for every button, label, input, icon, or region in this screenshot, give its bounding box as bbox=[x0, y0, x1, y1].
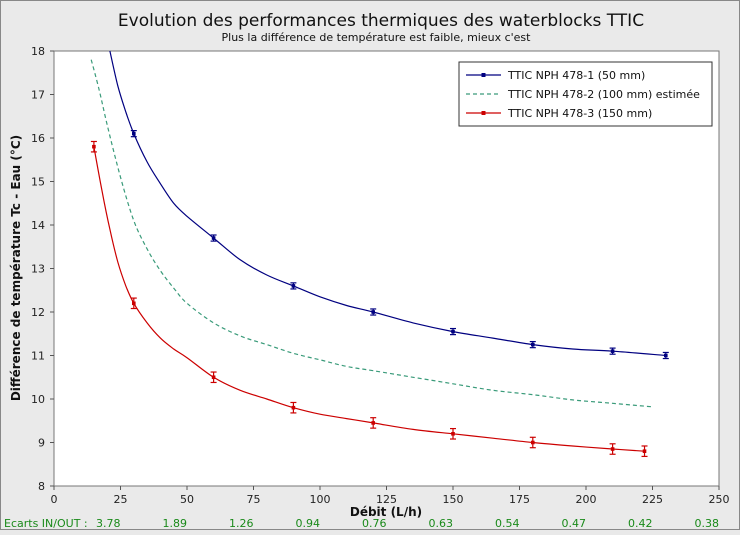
data-point bbox=[211, 375, 216, 380]
legend-marker bbox=[481, 73, 486, 77]
data-point bbox=[610, 447, 615, 451]
data-point bbox=[610, 349, 615, 353]
legend-marker bbox=[481, 111, 486, 115]
y-tick-label: 14 bbox=[31, 219, 45, 232]
x-tick-label: 125 bbox=[376, 493, 397, 506]
legend-label: TTIC NPH 478-1 (50 mm) bbox=[507, 69, 645, 82]
footer-value: 1.89 bbox=[163, 517, 188, 530]
data-point bbox=[642, 449, 647, 453]
footer-value: 0.76 bbox=[362, 517, 387, 530]
data-point bbox=[132, 131, 136, 136]
x-tick-label: 75 bbox=[247, 493, 261, 506]
footer-value: 3.78 bbox=[96, 517, 121, 530]
legend-box bbox=[458, 61, 713, 127]
y-tick-label: 18 bbox=[31, 45, 45, 58]
legend: TTIC NPH 478-1 (50 mm) TTIC NPH 478-2 (10… bbox=[458, 61, 713, 127]
data-point bbox=[531, 440, 535, 445]
data-point bbox=[371, 421, 375, 425]
data-point bbox=[371, 310, 375, 314]
footer-value: 0.94 bbox=[296, 517, 321, 530]
legend-label: TTIC NPH 478-3 (150 mm) bbox=[507, 107, 652, 120]
footer-ecarts: Ecarts IN/OUT : 3.78 1.89 1.26 0.94 0.76 0.63… bbox=[4, 517, 719, 530]
x-tick-label: 200 bbox=[576, 493, 597, 506]
y-tick-label: 13 bbox=[31, 263, 45, 276]
data-point bbox=[451, 329, 455, 334]
curves-layer bbox=[90, 50, 666, 452]
series-line-3 bbox=[93, 146, 645, 452]
data-point bbox=[132, 301, 136, 306]
x-tick-label: 25 bbox=[114, 493, 128, 506]
legend-label: TTIC NPH 478-2 (100 mm) estimée bbox=[507, 88, 700, 101]
footer-value: 0.38 bbox=[695, 517, 720, 530]
x-axis-label: Débit (L/h) bbox=[350, 505, 422, 519]
y-tick-label: 9 bbox=[38, 437, 45, 450]
series-line-1 bbox=[109, 50, 666, 357]
data-point bbox=[664, 353, 668, 358]
chart-title: Evolution des performances thermiques de… bbox=[118, 11, 644, 31]
footer-value: 1.26 bbox=[229, 517, 254, 530]
y-tick-label: 11 bbox=[31, 350, 45, 363]
chart-subtitle: Plus la différence de température est fa… bbox=[222, 31, 532, 44]
y-tick-label: 8 bbox=[38, 480, 45, 493]
axes-layer: 0 25 50 75 100 125 150 175 200 225 250 8 9 10 11 12 13 14… bbox=[31, 45, 730, 506]
y-axis-label: Différence de température Tc - Eau (°C) bbox=[9, 135, 23, 401]
y-tick-label: 17 bbox=[31, 89, 45, 102]
footer-value: 0.54 bbox=[495, 517, 520, 530]
data-point bbox=[92, 144, 96, 149]
y-tick-label: 10 bbox=[31, 393, 45, 406]
x-tick-label: 0 bbox=[51, 493, 58, 506]
data-point bbox=[451, 432, 455, 436]
data-point bbox=[291, 405, 296, 410]
x-tick-label: 250 bbox=[709, 493, 730, 506]
data-point bbox=[211, 236, 216, 240]
y-tick-label: 15 bbox=[31, 176, 45, 189]
series-line-2 bbox=[90, 59, 653, 408]
x-tick-label: 175 bbox=[509, 493, 530, 506]
footer-value: 0.47 bbox=[562, 517, 587, 530]
footer-value: 0.63 bbox=[429, 517, 454, 530]
x-tick-label: 225 bbox=[642, 493, 663, 506]
y-tick-label: 12 bbox=[31, 306, 45, 319]
x-tick-label: 50 bbox=[180, 493, 194, 506]
footer-value: 0.42 bbox=[628, 517, 653, 530]
data-point bbox=[531, 342, 535, 347]
y-tick-label: 16 bbox=[31, 132, 45, 145]
data-point bbox=[291, 284, 296, 288]
x-tick-label: 100 bbox=[310, 493, 331, 506]
x-tick-label: 150 bbox=[443, 493, 464, 506]
points-layer bbox=[90, 130, 669, 458]
footer-label: Ecarts IN/OUT : bbox=[4, 517, 88, 530]
